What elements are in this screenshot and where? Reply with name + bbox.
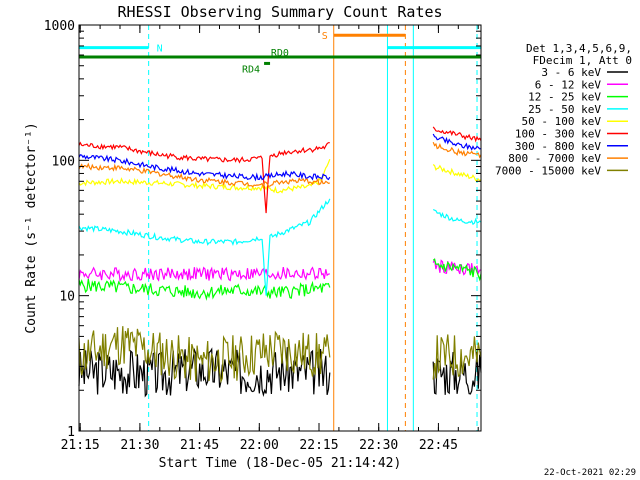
series-line [432, 351, 482, 395]
legend-header-line-2: FDecim 1, Att 0 [533, 54, 632, 67]
plot-frame [78, 24, 482, 432]
series-line [432, 208, 482, 226]
axes: 21:15 21:30 21:45 22:00 22:15 22:30 22:45 1 10 10… [44, 19, 481, 453]
x-tick-label: 22:30 [359, 438, 398, 453]
series-line [78, 141, 330, 214]
series-line [432, 141, 482, 159]
flag-label: RD4 [242, 64, 260, 75]
flag-label: S [322, 31, 328, 42]
plot-traces: N S RD0 RD4 [78, 25, 482, 431]
series-line [78, 278, 331, 301]
footer-timestamp: 22-Oct-2021 02:29 [544, 468, 636, 478]
flag-label: RD0 [271, 48, 289, 59]
series-line [78, 266, 330, 283]
legend-entry-label: 50 - 100 keV [522, 115, 602, 128]
legend-entry-label: 3 - 6 keV [541, 66, 601, 79]
x-tick-label: 21:15 [61, 438, 100, 453]
legend-header-line-1: Det 1,3,4,5,6,9, [526, 42, 632, 55]
legend-entry-label: 800 - 7000 keV [508, 152, 601, 165]
series-line [78, 154, 331, 182]
series-line [78, 198, 331, 296]
y-tick-label: 1 [67, 425, 75, 440]
series-line [432, 164, 482, 182]
series-line [78, 162, 330, 190]
y-tick-label: 1000 [44, 19, 75, 34]
series-line [432, 126, 482, 143]
flag-label: N [157, 44, 163, 55]
series-line [432, 258, 482, 282]
legend-entry-label: 12 - 25 keV [528, 91, 601, 104]
y-axis-label: Count Rate (s⁻¹ detector⁻¹) [24, 122, 39, 333]
series-line [78, 158, 331, 194]
legend-entry-label: 6 - 12 keV [535, 78, 602, 91]
legend-entry-label: 100 - 300 keV [515, 128, 601, 141]
legend-entry-label: 300 - 800 keV [515, 140, 601, 153]
series-line [78, 326, 331, 384]
x-tick-label: 22:15 [299, 438, 338, 453]
x-tick-label: 22:00 [240, 438, 279, 453]
x-tick-label: 22:45 [419, 438, 458, 453]
x-tick-label: 21:30 [120, 438, 159, 453]
series-line [432, 334, 482, 380]
chart-title: RHESSI Observing Summary Count Rates [117, 3, 442, 21]
y-tick-label: 100 [52, 154, 75, 169]
x-tick-label: 21:45 [180, 438, 219, 453]
y-tick-label: 10 [59, 290, 75, 305]
series-line [432, 133, 482, 151]
legend-entry-label: 7000 - 15000 keV [495, 164, 601, 177]
x-axis-label: Start Time (18-Dec-05 21:14:42) [159, 456, 402, 471]
legend-entry-label: 25 - 50 keV [528, 103, 601, 116]
